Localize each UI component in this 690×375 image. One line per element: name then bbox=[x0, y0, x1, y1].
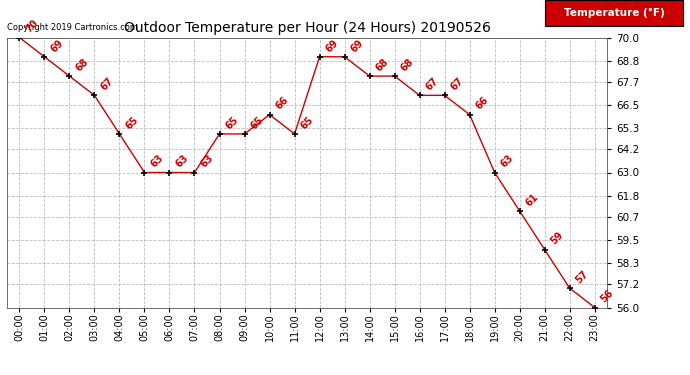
Text: 68: 68 bbox=[374, 57, 391, 73]
Text: 59: 59 bbox=[549, 230, 565, 247]
Text: 69: 69 bbox=[348, 38, 365, 54]
Text: 63: 63 bbox=[199, 153, 215, 170]
Text: 67: 67 bbox=[424, 76, 440, 93]
Text: 69: 69 bbox=[48, 38, 65, 54]
Text: 66: 66 bbox=[474, 95, 491, 112]
Text: 69: 69 bbox=[324, 38, 340, 54]
Text: 65: 65 bbox=[224, 114, 240, 131]
Text: 67: 67 bbox=[448, 76, 465, 93]
Text: 65: 65 bbox=[124, 114, 140, 131]
Text: 56: 56 bbox=[599, 288, 615, 305]
Text: 65: 65 bbox=[248, 114, 265, 131]
Text: 63: 63 bbox=[499, 153, 515, 170]
Text: 66: 66 bbox=[274, 95, 290, 112]
Text: 61: 61 bbox=[524, 192, 540, 208]
Text: 65: 65 bbox=[299, 114, 315, 131]
Text: 70: 70 bbox=[23, 18, 40, 35]
Text: 57: 57 bbox=[574, 269, 591, 285]
Text: 63: 63 bbox=[148, 153, 165, 170]
Text: 68: 68 bbox=[399, 57, 415, 73]
Text: Temperature (°F): Temperature (°F) bbox=[564, 8, 664, 18]
Text: 67: 67 bbox=[99, 76, 115, 93]
Text: 63: 63 bbox=[174, 153, 190, 170]
Text: 68: 68 bbox=[74, 57, 90, 73]
Title: Outdoor Temperature per Hour (24 Hours) 20190526: Outdoor Temperature per Hour (24 Hours) … bbox=[124, 21, 491, 35]
Text: Copyright 2019 Cartronics.com: Copyright 2019 Cartronics.com bbox=[7, 23, 138, 32]
